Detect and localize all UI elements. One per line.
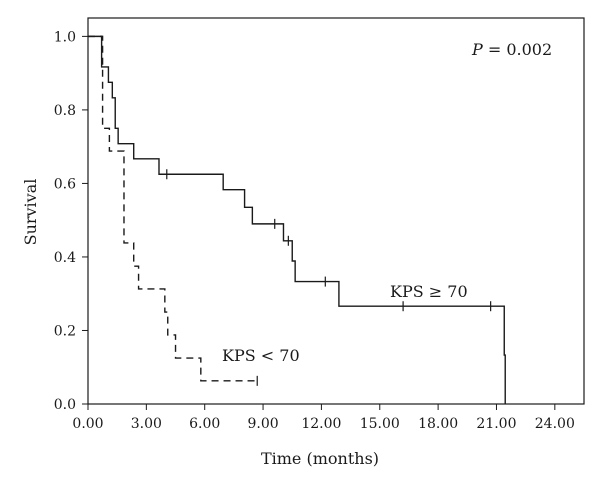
y-tick-label: 1.0 — [54, 29, 76, 45]
x-tick-label: 18.00 — [418, 416, 458, 432]
x-axis-title: Time (months) — [261, 449, 379, 468]
y-tick-label: 0.0 — [54, 397, 76, 413]
y-tick-label: 0.8 — [54, 103, 76, 119]
x-tick-label: 12.00 — [301, 416, 341, 432]
x-tick-label: 21.00 — [476, 416, 516, 432]
x-tick-label: 3.00 — [131, 416, 162, 432]
series-label-kps-ge-70: KPS ≥ 70 — [390, 282, 468, 301]
survival-curve-kps-lt-70 — [88, 35, 258, 382]
x-tick-label: 0.00 — [72, 416, 103, 432]
x-tick-label: 15.00 — [360, 416, 400, 432]
y-axis-title: Survival — [21, 179, 40, 246]
y-tick-label: 0.6 — [54, 176, 76, 192]
x-tick-label: 24.00 — [535, 416, 575, 432]
survival-curves — [88, 35, 506, 404]
x-tick-label: 9.00 — [247, 416, 278, 432]
y-tick-label: 0.4 — [54, 250, 76, 266]
plot-frame — [87, 17, 585, 405]
p-value-annotation: P = 0.002 — [471, 40, 552, 59]
axis-ticks: 0.00 3.00 6.00 9.00 12.00 15.00 18.00 21.00 24.0… — [54, 29, 575, 432]
series-label-kps-lt-70: KPS < 70 — [222, 346, 300, 365]
y-tick-label: 0.2 — [54, 323, 76, 339]
survival-curve-kps-ge-70 — [88, 35, 506, 404]
x-tick-label: 6.00 — [189, 416, 220, 432]
